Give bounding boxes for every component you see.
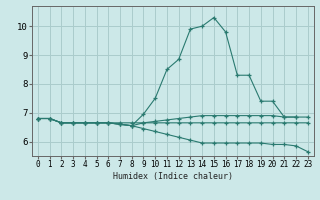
X-axis label: Humidex (Indice chaleur): Humidex (Indice chaleur) — [113, 172, 233, 181]
